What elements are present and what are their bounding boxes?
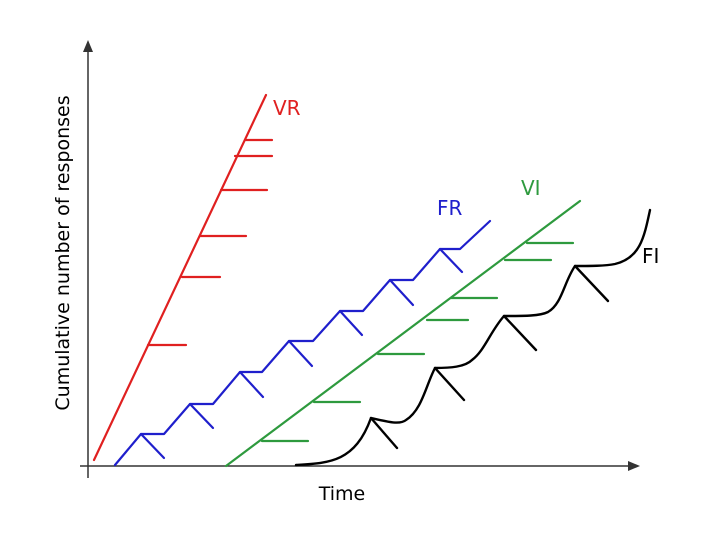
vi-label: VI — [521, 176, 541, 200]
y-axis-arrow — [83, 40, 93, 52]
fr-label: FR — [437, 196, 463, 220]
x-axis-label: Time — [318, 483, 366, 505]
fr-tick — [238, 370, 265, 399]
fr-tick — [287, 339, 314, 368]
vi-line — [224, 199, 582, 468]
fr-tick — [438, 247, 464, 274]
fr-tick — [388, 278, 415, 307]
fi-line — [294, 208, 652, 467]
x-axis-arrow — [628, 461, 640, 471]
axes — [80, 40, 640, 478]
series-fi — [294, 208, 652, 467]
fr-line — [113, 219, 492, 467]
fr-tick — [139, 432, 166, 460]
fi-tick — [433, 366, 466, 402]
fr-tick — [188, 402, 215, 430]
y-axis-label: Cumulative number of responses — [52, 95, 74, 410]
series-vi — [224, 199, 582, 468]
vr-label: VR — [273, 96, 301, 120]
series-fr — [113, 219, 492, 467]
fi-tick — [573, 264, 610, 303]
fi-label: FI — [642, 244, 659, 268]
fi-tick — [369, 416, 399, 450]
fr-tick — [338, 309, 364, 337]
series-vr — [92, 93, 274, 462]
vr-line — [92, 93, 268, 462]
fi-tick — [502, 314, 538, 352]
